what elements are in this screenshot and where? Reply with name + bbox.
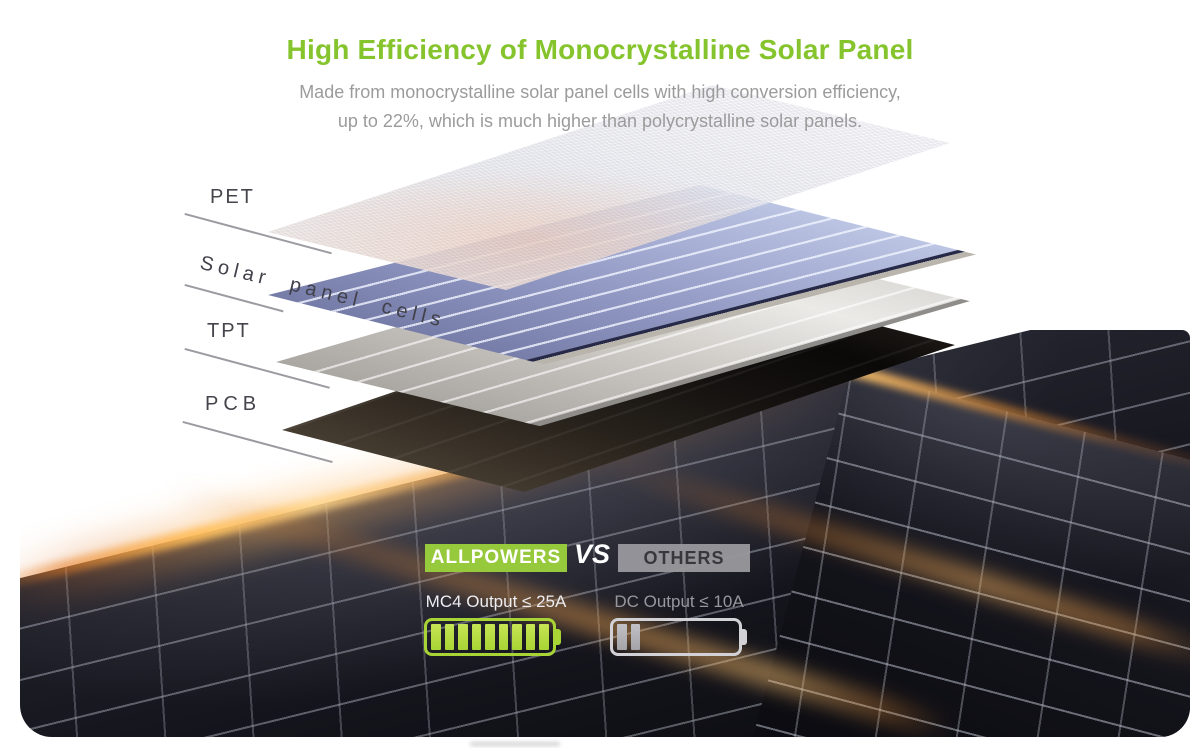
battery-bar	[525, 624, 535, 650]
others-badge: OTHERS	[618, 544, 750, 572]
battery-bar	[471, 624, 481, 650]
subtitle-line-1: Made from monocrystalline solar panel ce…	[299, 82, 901, 102]
battery-bar	[498, 624, 508, 650]
page-title: High Efficiency of Monocrystalline Solar…	[286, 34, 914, 65]
battery-bar	[617, 624, 627, 650]
allpowers-badge: ALLPOWERS	[425, 544, 567, 572]
battery-low-icon	[610, 618, 747, 656]
versus-label: VS	[573, 539, 611, 569]
allpowers-output-spec: MC4 Output ≤ 25A	[425, 592, 567, 611]
battery-full-icon	[424, 618, 561, 656]
battery-terminal	[741, 629, 747, 645]
battery-bar	[444, 624, 454, 650]
battery-bar	[485, 624, 495, 650]
battery-bars	[613, 621, 739, 653]
battery-bar	[630, 624, 640, 650]
header: High Efficiency of Monocrystalline Solar…	[0, 0, 1200, 136]
battery-bar	[458, 624, 468, 650]
battery-bar	[512, 624, 522, 650]
others-output-spec: DC Output ≤ 10A	[614, 592, 744, 611]
panel-shadow	[470, 742, 560, 746]
subtitle-line-2: up to 22%, which is much higher than pol…	[337, 111, 863, 131]
battery-bar	[431, 624, 441, 650]
battery-terminal	[555, 629, 561, 645]
battery-bars	[427, 621, 553, 653]
battery-bar	[539, 624, 549, 650]
